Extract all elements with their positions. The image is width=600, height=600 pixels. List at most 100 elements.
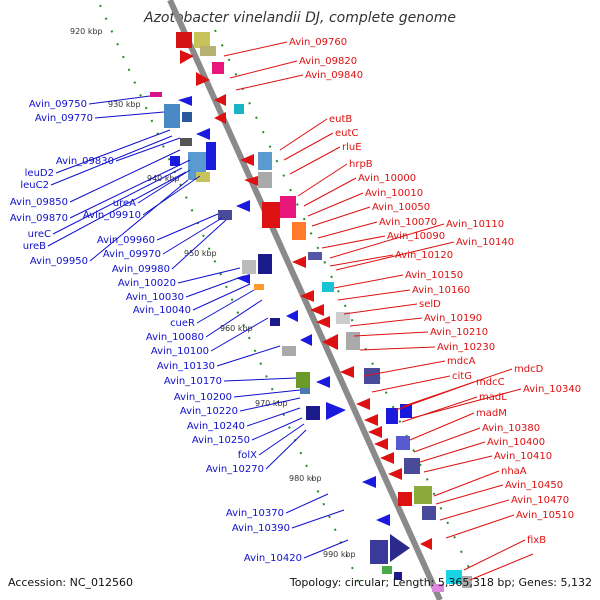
gene-label[interactable]: mdcA [447,356,476,367]
left-gene-labels: Avin_09750 Avin_09770 Avin_09830 leuD2 l… [10,99,302,564]
gene-label[interactable]: fixB [527,535,546,546]
gene-arrow [236,274,250,284]
gene-label[interactable]: Avin_10010 [365,188,423,199]
gene-label[interactable]: Avin_09750 [29,99,87,110]
gene-label[interactable]: selD [419,299,441,310]
gene-label[interactable]: Avin_10240 [187,421,245,432]
gene-arrow [388,468,402,480]
gene-arrow [326,402,346,420]
gene-label[interactable]: Avin_10000 [358,173,416,184]
kbp-markers: 920 kbp 930 kbp 940 kbp 950 kbp 960 kbp … [70,27,356,559]
gene-label[interactable]: ureC [28,229,51,240]
gene-arrow [196,128,210,140]
gene-label[interactable]: eutB [329,114,352,125]
gene-label[interactable]: Avin_10470 [511,495,569,506]
gene-label[interactable]: ureA [113,198,136,209]
gene-label[interactable]: Avin_09950 [30,256,88,267]
gene-label[interactable]: Avin_10110 [446,219,504,230]
gene-arrow [316,316,330,328]
gene-label[interactable]: Avin_09970 [103,249,161,260]
gene-label[interactable]: Avin_10090 [387,231,445,242]
gene-arrow [340,366,354,378]
gene-feature [212,62,224,74]
gene-label[interactable]: Avin_10400 [487,437,545,448]
gene-label[interactable]: Avin_10450 [505,480,563,491]
gene-label[interactable]: Avin_09820 [299,56,357,67]
gene-label[interactable]: Avin_10220 [180,406,238,417]
gene-label[interactable]: leuC2 [20,180,49,191]
gene-label[interactable]: Avin_10370 [226,508,284,519]
gene-label[interactable]: Avin_10130 [157,361,215,372]
gene-label[interactable]: Avin_10510 [516,510,574,521]
gene-label[interactable]: Avin_10380 [482,423,540,434]
gene-feature [242,260,256,274]
gene-feature [414,486,432,504]
gene-label[interactable]: Avin_10100 [151,346,209,357]
gene-label[interactable]: Avin_10140 [456,237,514,248]
gene-label[interactable]: Avin_10150 [405,270,463,281]
gene-label[interactable]: leuD2 [25,168,54,179]
gene-arrow [300,290,314,302]
gene-label[interactable]: Avin_10170 [164,376,222,387]
gene-label[interactable]: Avin_10080 [146,332,204,343]
gene-label[interactable]: Avin_10190 [424,313,482,324]
gene-label[interactable]: Avin_09980 [112,264,170,275]
gene-label[interactable]: Avin_09830 [56,156,114,167]
gene-label[interactable]: Avin_10210 [430,327,488,338]
gene-feature [446,570,462,584]
gene-label[interactable]: Avin_10340 [523,384,581,395]
gene-arrow [310,304,324,316]
gene-label[interactable]: madM [476,408,507,419]
gene-arrow [376,514,390,526]
gene-label[interactable]: Avin_09870 [10,213,68,224]
right-gene-labels: Avin_09760 Avin_09820 Avin_09840 eutB eu… [289,37,581,546]
gene-label[interactable]: Avin_10020 [118,278,176,289]
gene-features [150,32,472,592]
gene-label[interactable]: madL [479,392,507,403]
gene-arrow [300,334,312,346]
accession-text: Accession: NC_012560 [8,576,133,589]
gene-label[interactable]: ureB [23,241,46,252]
gene-label[interactable]: hrpB [349,159,373,170]
gene-label[interactable]: Avin_10410 [494,451,552,462]
gene-label[interactable]: Avin_09960 [97,235,155,246]
gene-label[interactable]: Avin_10050 [372,202,430,213]
gene-label[interactable]: Avin_10200 [174,392,232,403]
gene-label[interactable]: Avin_09910 [83,210,141,221]
gene-label[interactable]: citG [452,371,472,382]
gene-label[interactable]: Avin_10030 [126,292,184,303]
gene-label[interactable]: rluE [342,142,362,153]
gene-label[interactable]: Avin_09770 [35,113,93,124]
genome-summary: Topology: circular; Length: 5,365,318 bp… [289,576,592,589]
gene-feature [306,406,320,420]
gene-feature [462,576,472,588]
gene-label[interactable]: eutC [335,128,358,139]
gene-feature [180,138,192,146]
gene-label[interactable]: Avin_10070 [379,217,437,228]
gene-label[interactable]: Avin_10420 [244,553,302,564]
gene-label[interactable]: mdcC [476,377,505,388]
kbp-marker: 980 kbp [289,474,322,483]
right-leader-lines [223,41,534,581]
gene-label[interactable]: Avin_09850 [10,197,68,208]
gene-label[interactable]: folX [238,450,257,461]
gene-label[interactable]: Avin_10040 [133,305,191,316]
gene-arrow [292,256,306,268]
gene-label[interactable]: Avin_09840 [305,70,363,81]
gene-label[interactable]: Avin_10230 [437,342,495,353]
gene-feature [200,46,216,56]
gene-arrow [178,96,192,106]
gene-label[interactable]: Avin_10250 [192,435,250,446]
gene-feature [364,368,380,384]
gene-label[interactable]: Avin_10390 [232,523,290,534]
gene-label[interactable]: mdcD [514,364,544,375]
gene-label[interactable]: Avin_09760 [289,37,347,48]
gene-label[interactable]: Avin_10160 [412,285,470,296]
gene-label[interactable]: nhaA [501,466,527,477]
right-tick-track [214,29,471,571]
gene-feature [394,572,402,580]
gene-label[interactable]: cueR [170,318,195,329]
gene-label[interactable]: Avin_10270 [206,464,264,475]
gene-label[interactable]: Avin_10120 [395,250,453,261]
